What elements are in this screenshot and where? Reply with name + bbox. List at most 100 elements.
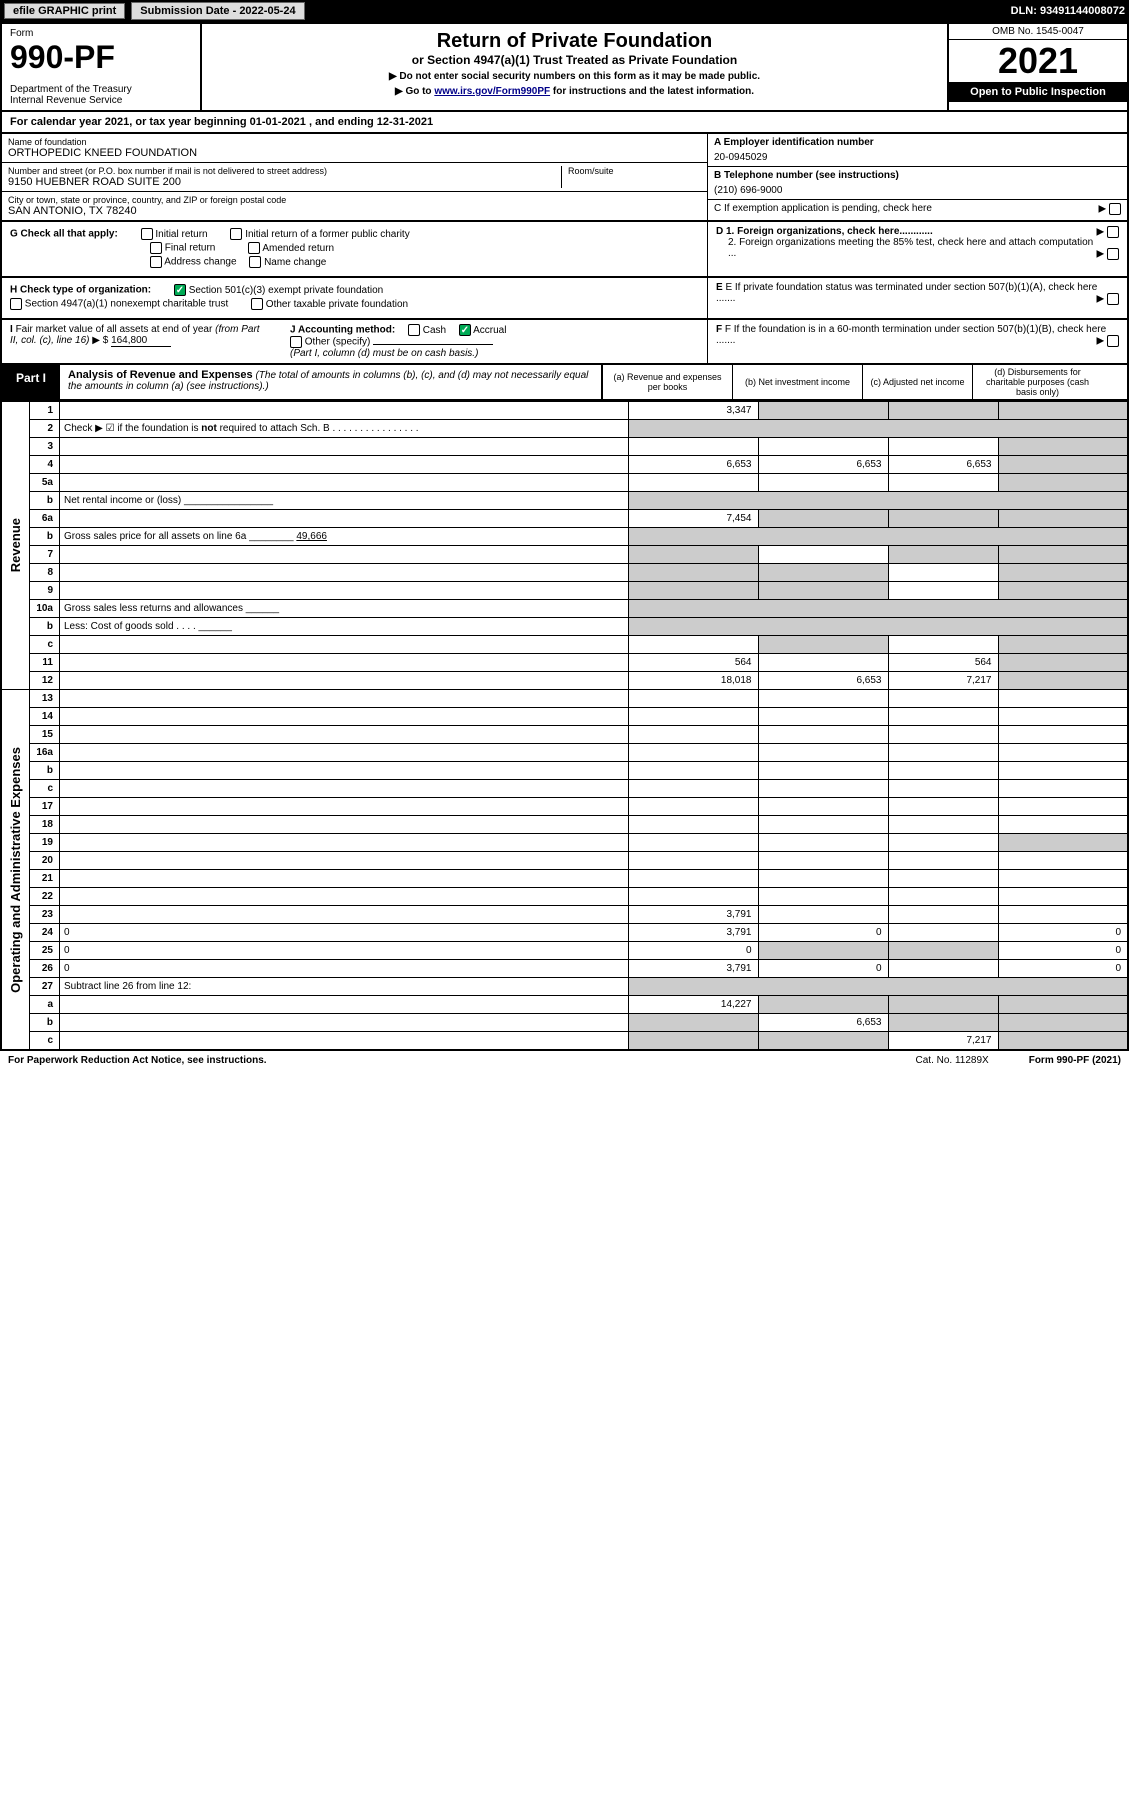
other-taxable-checkbox[interactable]	[251, 298, 263, 310]
table-row: c7,217	[1, 1032, 1128, 1051]
line-desc	[60, 510, 629, 528]
line-number: c	[30, 636, 60, 654]
cell-a: 3,791	[628, 924, 758, 942]
cell-d	[998, 780, 1128, 798]
cell-b: 6,653	[758, 672, 888, 690]
form-label: Form	[10, 28, 192, 39]
cell-a	[628, 798, 758, 816]
table-row: a14,227	[1, 996, 1128, 1014]
ein: 20-0945029	[714, 148, 1121, 163]
cell-a: 14,227	[628, 996, 758, 1014]
cell-a	[628, 564, 758, 582]
d1-checkbox[interactable]	[1107, 226, 1119, 238]
line-desc: Net rental income or (loss) ____________…	[60, 492, 629, 510]
name-change-checkbox[interactable]	[249, 256, 261, 268]
cell-d	[998, 546, 1128, 564]
cell-b	[758, 996, 888, 1014]
ein-label: A Employer identification number	[714, 137, 874, 148]
line-number: 20	[30, 852, 60, 870]
4947-checkbox[interactable]	[10, 298, 22, 310]
entity-info: Name of foundation ORTHOPEDIC KNEED FOUN…	[0, 134, 1129, 222]
line-desc	[60, 780, 629, 798]
cell-d	[998, 582, 1128, 600]
accrual-checkbox[interactable]	[459, 324, 471, 336]
efile-graphic-button[interactable]: efile GRAPHIC print	[4, 3, 125, 19]
e-checkbox[interactable]	[1107, 293, 1119, 305]
address-change-checkbox[interactable]	[150, 256, 162, 268]
line-desc: Check ▶ ☑ if the foundation is not requi…	[60, 420, 629, 438]
tax-year: 2021	[949, 40, 1127, 82]
table-row: 20	[1, 852, 1128, 870]
line-desc	[60, 996, 629, 1014]
amended-return-checkbox[interactable]	[248, 242, 260, 254]
table-row: 25000	[1, 942, 1128, 960]
cell-c	[888, 1014, 998, 1032]
table-row: 8	[1, 564, 1128, 582]
line-number: 4	[30, 456, 60, 474]
form-subtitle: or Section 4947(a)(1) Trust Treated as P…	[208, 53, 941, 67]
cell-d	[998, 1014, 1128, 1032]
table-row: 27Subtract line 26 from line 12:	[1, 978, 1128, 996]
table-row: 6a7,454	[1, 510, 1128, 528]
cell-a	[628, 1032, 758, 1051]
page-footer: For Paperwork Reduction Act Notice, see …	[0, 1051, 1129, 1070]
cell-d	[998, 672, 1128, 690]
table-row: 2603,79100	[1, 960, 1128, 978]
initial-former-checkbox[interactable]	[230, 228, 242, 240]
cell-b	[758, 780, 888, 798]
f-checkbox[interactable]	[1107, 335, 1119, 347]
line-number: 9	[30, 582, 60, 600]
cell-c	[888, 744, 998, 762]
line-desc	[60, 402, 629, 420]
phone: (210) 696-9000	[714, 181, 1121, 196]
cell-c	[888, 762, 998, 780]
phone-label: B Telephone number (see instructions)	[714, 170, 899, 181]
cell-shaded	[628, 618, 1128, 636]
cell-b	[758, 438, 888, 456]
line-number: 27	[30, 978, 60, 996]
part1-table: Revenue13,3472Check ▶ ☑ if the foundatio…	[0, 401, 1129, 1051]
d2-label: 2. Foreign organizations meeting the 85%…	[728, 237, 1093, 259]
line-desc: 0	[60, 960, 629, 978]
form-ref: Form 990-PF (2021)	[1029, 1055, 1121, 1066]
cell-c: 6,653	[888, 456, 998, 474]
j-note: (Part I, column (d) must be on cash basi…	[290, 348, 478, 359]
line-desc	[60, 852, 629, 870]
final-return-checkbox[interactable]	[150, 242, 162, 254]
initial-return-checkbox[interactable]	[141, 228, 153, 240]
irs-link[interactable]: www.irs.gov/Form990PF	[434, 86, 550, 97]
calendar-year: For calendar year 2021, or tax year begi…	[0, 112, 1129, 134]
line-desc: Gross sales price for all assets on line…	[60, 528, 629, 546]
line-number: 8	[30, 564, 60, 582]
cell-c	[888, 510, 998, 528]
cell-a	[628, 636, 758, 654]
table-row: bGross sales price for all assets on lin…	[1, 528, 1128, 546]
cell-b	[758, 654, 888, 672]
table-row: c	[1, 636, 1128, 654]
cell-d	[998, 708, 1128, 726]
cell-b	[758, 564, 888, 582]
501c3-checkbox[interactable]	[174, 284, 186, 296]
cell-c	[888, 690, 998, 708]
line-number: b	[30, 762, 60, 780]
cell-a	[628, 834, 758, 852]
cell-c	[888, 798, 998, 816]
cell-d	[998, 726, 1128, 744]
cell-d	[998, 870, 1128, 888]
cell-c	[888, 834, 998, 852]
line-number: 18	[30, 816, 60, 834]
cell-a	[628, 870, 758, 888]
cash-checkbox[interactable]	[408, 324, 420, 336]
line-number: 26	[30, 960, 60, 978]
cell-d: 0	[998, 924, 1128, 942]
d2-checkbox[interactable]	[1107, 248, 1119, 260]
cell-c	[888, 960, 998, 978]
other-method-checkbox[interactable]	[290, 336, 302, 348]
omb-number: OMB No. 1545-0047	[949, 24, 1127, 40]
exemption-pending: C If exemption application is pending, c…	[714, 203, 932, 214]
cell-shaded	[628, 492, 1128, 510]
c-checkbox[interactable]	[1109, 203, 1121, 215]
line-number: c	[30, 780, 60, 798]
cell-c: 7,217	[888, 1032, 998, 1051]
cell-b	[758, 726, 888, 744]
